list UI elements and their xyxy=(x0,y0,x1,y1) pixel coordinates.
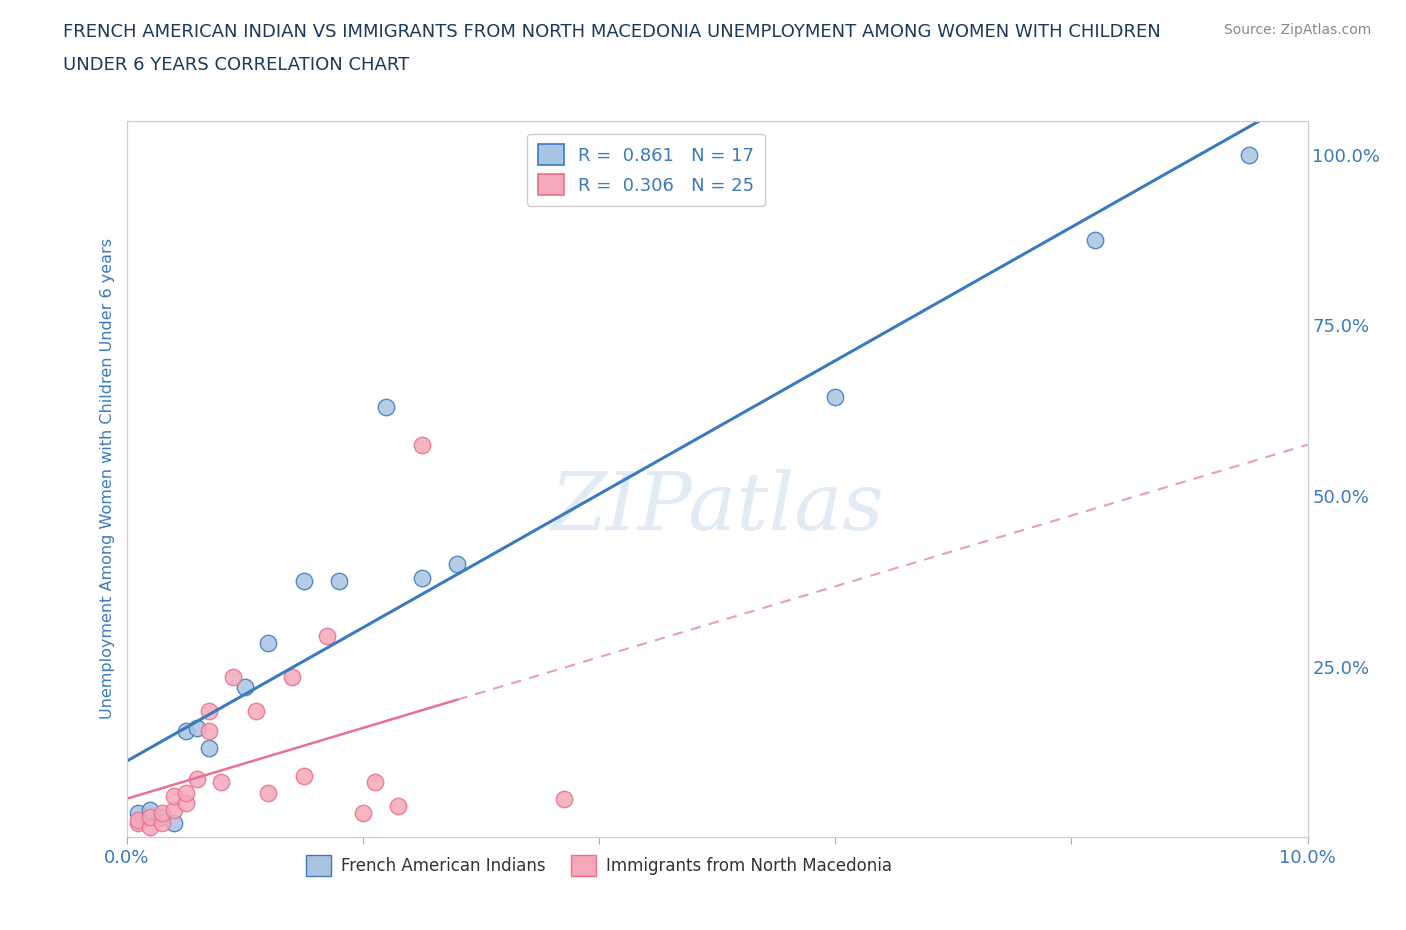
Point xyxy=(163,816,186,830)
Point xyxy=(352,805,374,820)
Point xyxy=(257,785,280,800)
Point xyxy=(163,789,186,804)
Point xyxy=(150,816,173,830)
Point xyxy=(245,703,267,718)
Point xyxy=(375,400,398,415)
Point xyxy=(1084,232,1107,247)
Point xyxy=(174,785,197,800)
Point xyxy=(446,557,468,572)
Point xyxy=(127,813,149,828)
Text: Source: ZipAtlas.com: Source: ZipAtlas.com xyxy=(1223,23,1371,37)
Point xyxy=(411,437,433,452)
Point xyxy=(363,775,385,790)
Point xyxy=(316,629,339,644)
Point xyxy=(139,803,162,817)
Point xyxy=(127,816,149,830)
Point xyxy=(198,741,221,756)
Point xyxy=(198,703,221,718)
Point xyxy=(292,574,315,589)
Text: FRENCH AMERICAN INDIAN VS IMMIGRANTS FROM NORTH MACEDONIA UNEMPLOYMENT AMONG WOM: FRENCH AMERICAN INDIAN VS IMMIGRANTS FRO… xyxy=(63,23,1161,41)
Text: UNDER 6 YEARS CORRELATION CHART: UNDER 6 YEARS CORRELATION CHART xyxy=(63,56,409,73)
Text: ZIPatlas: ZIPatlas xyxy=(550,469,884,546)
Point xyxy=(186,772,208,787)
Point xyxy=(198,724,221,738)
Point xyxy=(553,792,575,807)
Point xyxy=(1237,148,1260,163)
Point xyxy=(411,570,433,585)
Point xyxy=(209,775,232,790)
Point xyxy=(292,768,315,783)
Legend: French American Indians, Immigrants from North Macedonia: French American Indians, Immigrants from… xyxy=(299,849,898,883)
Point xyxy=(174,724,197,738)
Y-axis label: Unemployment Among Women with Children Under 6 years: Unemployment Among Women with Children U… xyxy=(100,238,115,720)
Point xyxy=(127,805,149,820)
Point xyxy=(150,805,173,820)
Point xyxy=(139,809,162,824)
Point xyxy=(186,721,208,736)
Point xyxy=(257,635,280,650)
Point xyxy=(222,670,245,684)
Point xyxy=(328,574,350,589)
Point xyxy=(139,819,162,834)
Point xyxy=(174,795,197,810)
Point xyxy=(163,803,186,817)
Point xyxy=(281,670,304,684)
Point xyxy=(150,809,173,824)
Point xyxy=(387,799,409,814)
Point xyxy=(233,680,256,695)
Point xyxy=(824,390,846,405)
